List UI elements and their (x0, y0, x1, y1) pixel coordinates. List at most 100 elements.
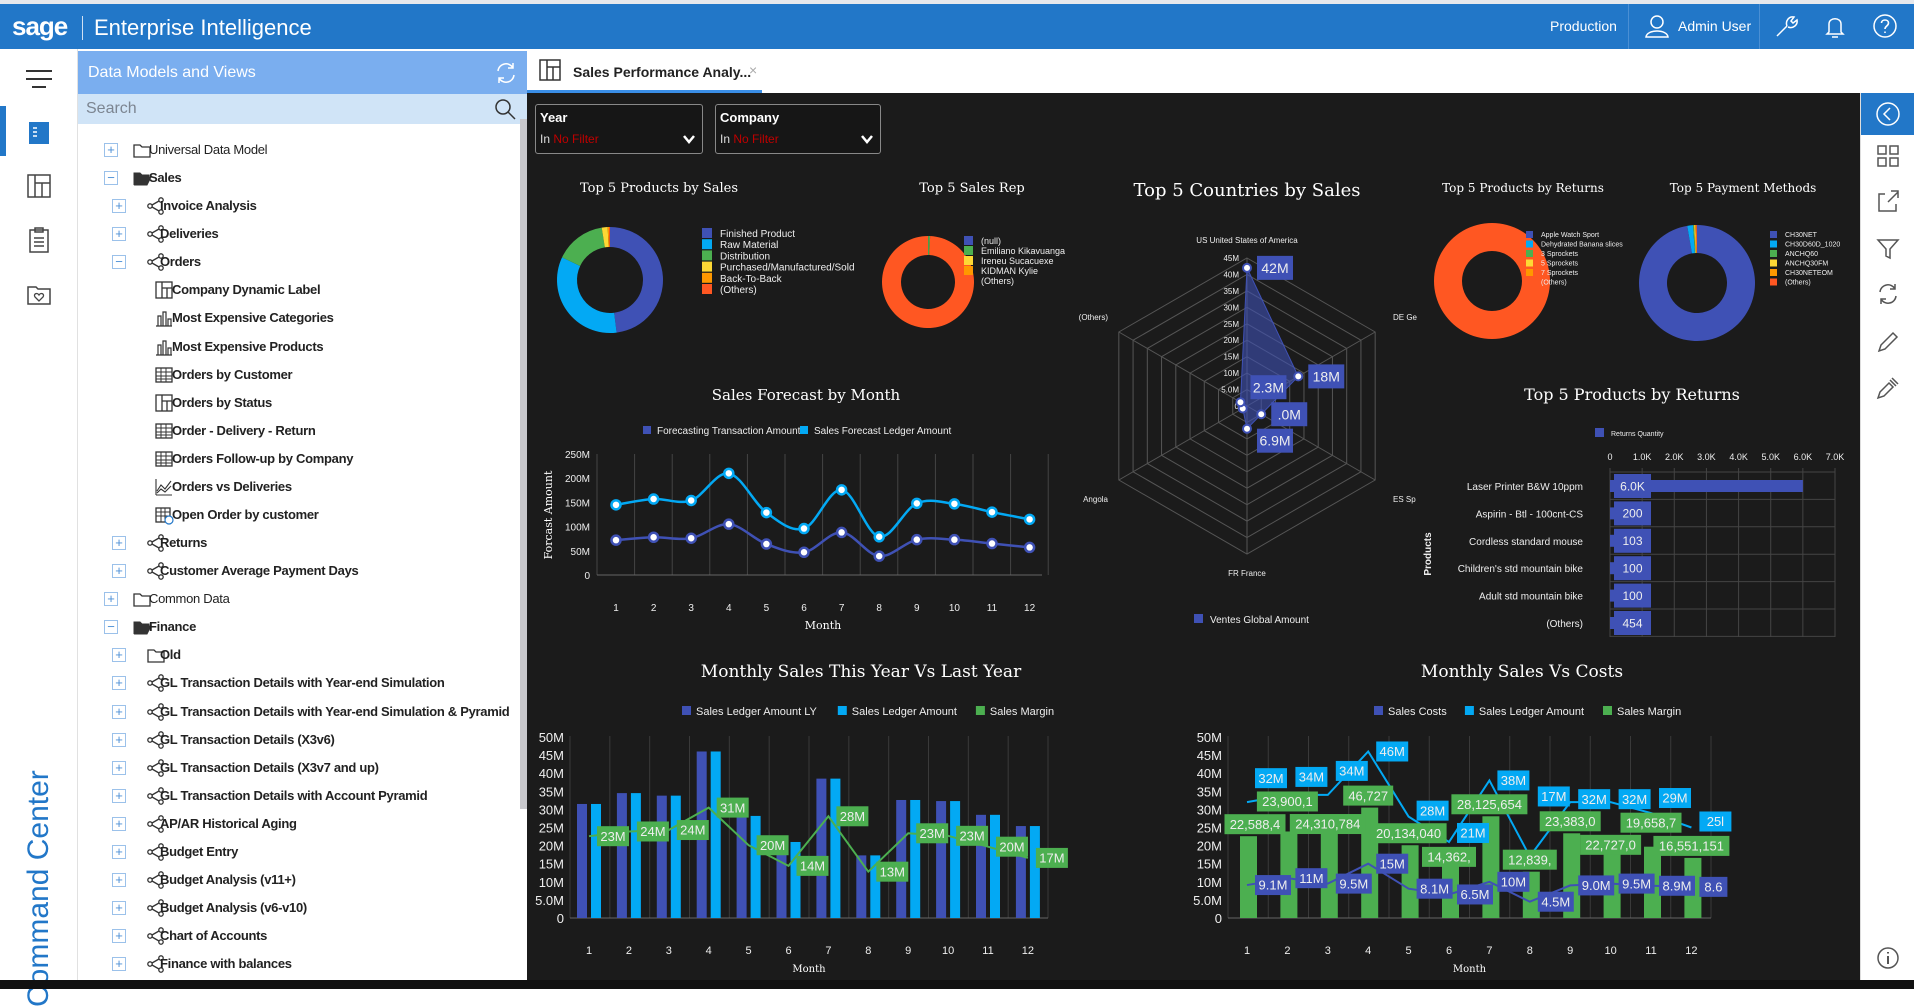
expand-icon[interactable]: + (104, 592, 118, 606)
tree-item-label: Universal Data Model (149, 142, 267, 157)
expand-icon[interactable]: + (112, 929, 126, 943)
tree-item[interactable]: +Invoice Analysis (78, 192, 518, 220)
expand-icon[interactable]: + (112, 733, 126, 747)
filter-icon[interactable] (1875, 236, 1901, 262)
help-icon[interactable] (1871, 12, 1899, 40)
tree-item[interactable]: Open Order by customer (78, 501, 518, 529)
tree-item[interactable]: +Common Data (78, 585, 518, 613)
tree-item[interactable]: Most Expensive Products (78, 333, 518, 361)
expand-icon[interactable]: + (112, 901, 126, 915)
tree-item[interactable]: +Deliveries (78, 220, 518, 248)
expand-icon[interactable]: + (112, 705, 126, 719)
tree-item[interactable]: Orders vs Deliveries (78, 473, 518, 501)
tree-item[interactable]: −Sales (78, 164, 518, 192)
tree-item[interactable]: Most Expensive Categories (78, 304, 518, 332)
reports-icon[interactable] (24, 225, 54, 255)
tree-item[interactable]: Orders by Status (78, 389, 518, 417)
favorites-icon[interactable] (24, 279, 54, 309)
wrench-icon[interactable] (1772, 12, 1800, 40)
tree-item[interactable]: +Budget Analysis (v6-v10) (78, 894, 518, 922)
expand-icon[interactable]: + (112, 676, 126, 690)
tree-item[interactable]: − Finance (78, 613, 518, 641)
expand-icon[interactable]: + (112, 536, 126, 550)
expand-icon[interactable]: + (112, 957, 126, 971)
search-input[interactable] (86, 97, 466, 121)
refresh-icon[interactable] (1875, 281, 1901, 307)
menu-icon[interactable] (24, 64, 54, 94)
tree-item-label: Finance (149, 619, 196, 634)
grid-icon[interactable] (1875, 143, 1901, 169)
tree-item-label: Open Order by customer (172, 507, 319, 522)
user-icon[interactable] (1643, 12, 1671, 40)
expand-icon[interactable]: + (112, 761, 126, 775)
tab-label: Sales Performance Analy... (573, 64, 751, 80)
company-filter[interactable]: Company In No Filter (715, 104, 881, 154)
tree-item-label: Old (160, 647, 181, 662)
expand-icon[interactable]: + (112, 789, 126, 803)
left-nav-rail: Command Center (0, 49, 78, 980)
chevron-down-icon[interactable] (682, 133, 696, 145)
expand-icon[interactable]: + (112, 873, 126, 887)
tree-item[interactable]: +GL Transaction Details (X3v7 and up) (78, 754, 518, 782)
tree-item[interactable]: +GL Transaction Details with Year-end Si… (78, 698, 518, 726)
expand-icon[interactable]: + (104, 143, 118, 157)
bell-icon[interactable] (1821, 12, 1849, 40)
tree-item[interactable]: Company Dynamic Label (78, 276, 518, 304)
tree-item-label: Most Expensive Products (172, 339, 323, 354)
filter-selection: No Filter (553, 132, 598, 146)
tree-item-label: Orders (160, 254, 201, 269)
tree-item[interactable]: +GL Transaction Details (X3v6) (78, 726, 518, 754)
tree-item-label: Customer Average Payment Days (160, 563, 358, 578)
tree-item[interactable]: + AP/AR Historical Aging (78, 810, 518, 838)
collapse-icon[interactable]: − (112, 255, 126, 269)
tree-item[interactable]: +GL Transaction Details with Account Pyr… (78, 782, 518, 810)
search-icon[interactable] (493, 97, 517, 121)
collapse-left-icon[interactable] (1875, 101, 1901, 127)
tree-item[interactable]: Orders Follow-up by Company (78, 445, 518, 473)
tree-item[interactable]: + Universal Data Model (78, 136, 518, 164)
tree-item[interactable]: +Budget Entry (78, 838, 518, 866)
filter-operator: In (540, 132, 550, 146)
expand-icon[interactable]: + (112, 199, 126, 213)
tree-scrollbar[interactable] (520, 119, 527, 809)
chevron-down-icon[interactable] (860, 133, 874, 145)
tree-item[interactable]: − Orders (78, 248, 518, 276)
header-divider (1759, 4, 1760, 49)
tree-item[interactable]: + Old (78, 641, 518, 669)
tab-sales-performance[interactable]: Sales Performance Analy... × (527, 49, 762, 93)
edit-icon[interactable] (1875, 329, 1901, 355)
user-menu[interactable]: Admin User (1678, 18, 1751, 34)
expand-icon[interactable]: + (112, 817, 126, 831)
collapse-button[interactable] (1861, 93, 1914, 135)
tree-item[interactable]: Order - Delivery - Return (78, 417, 518, 445)
data-models-icon[interactable] (24, 118, 54, 148)
tree-item[interactable]: +Returns (78, 529, 518, 557)
tree-item[interactable]: + Customer Average Payment Days (78, 557, 518, 585)
tree-item[interactable]: Orders by Customer (78, 361, 518, 389)
expand-icon[interactable]: + (112, 845, 126, 859)
refresh-icon[interactable] (493, 60, 519, 86)
tree-item-label: Order - Delivery - Return (172, 423, 316, 438)
tree-item[interactable]: +Chart of Accounts (78, 922, 518, 950)
expand-icon[interactable]: + (112, 648, 126, 662)
table-icon (154, 365, 174, 385)
collapse-icon[interactable]: − (104, 620, 118, 634)
expand-icon[interactable]: + (112, 227, 126, 241)
year-filter[interactable]: Year In No Filter (535, 104, 703, 154)
tree-item[interactable]: +GL Transaction Details with Year-end Si… (78, 669, 518, 697)
collapse-icon[interactable]: − (104, 171, 118, 185)
dashboards-icon[interactable] (24, 171, 54, 201)
expand-icon[interactable]: + (112, 564, 126, 578)
info-icon[interactable] (1875, 945, 1901, 971)
environment-button[interactable]: Production (1550, 18, 1617, 34)
header-divider (1628, 4, 1629, 49)
eyedropper-icon[interactable] (1875, 375, 1901, 401)
tree-item-label: Most Expensive Categories (172, 310, 334, 325)
tree-item[interactable]: +Budget Analysis (v11+) (78, 866, 518, 894)
tab-close-button[interactable]: × (749, 62, 757, 78)
tree-item-label: Orders by Status (172, 395, 272, 410)
tree-item-label: AP/AR Historical Aging (160, 816, 297, 831)
dashboard-canvas: Year In No Filter Company In No Filter (527, 93, 1860, 980)
tree-item[interactable]: +Finance with balances (78, 950, 518, 978)
export-icon[interactable] (1875, 188, 1901, 214)
